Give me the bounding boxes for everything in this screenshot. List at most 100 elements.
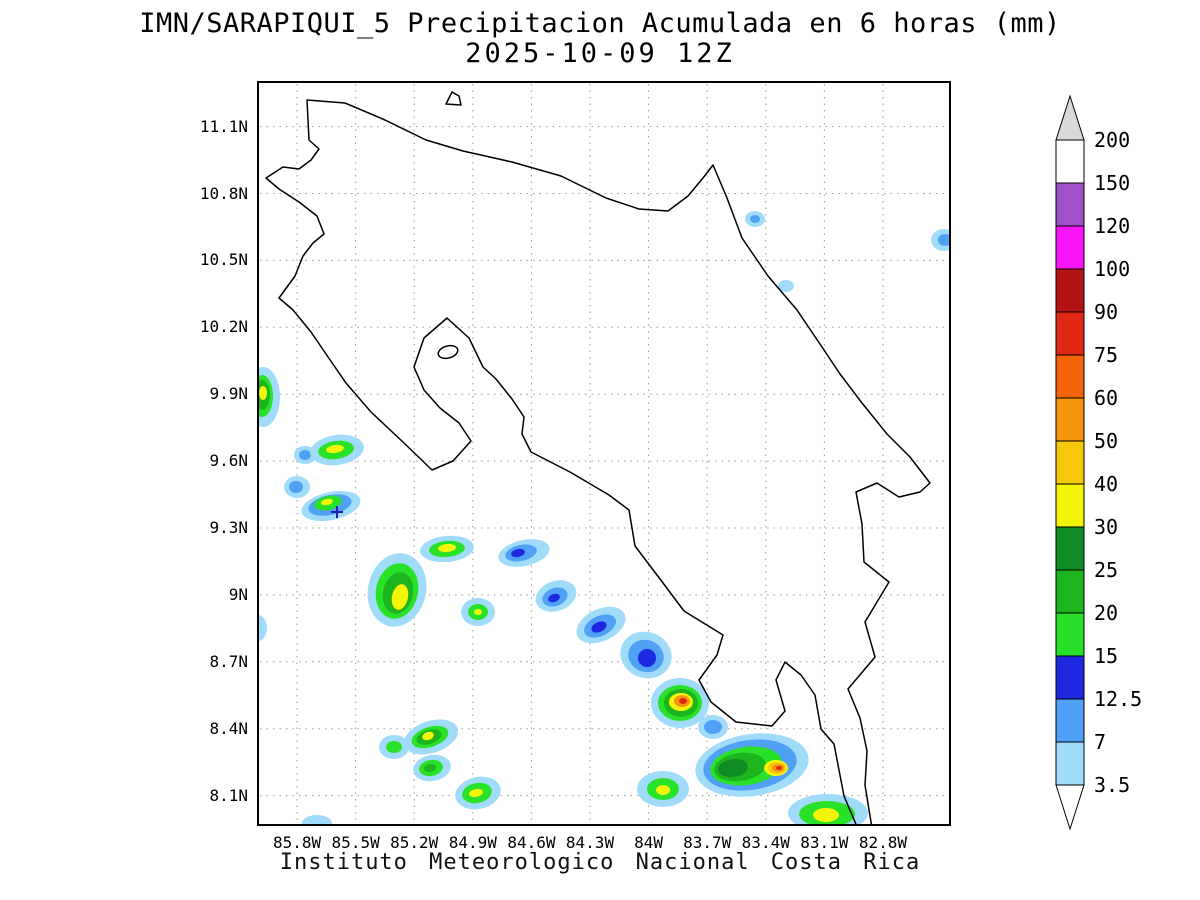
precip-contour-30: [259, 386, 267, 400]
precip-contour-20: [424, 763, 436, 773]
map-frame: [257, 81, 951, 826]
station-marker-cross: [331, 506, 343, 518]
colorbar-segment: [1055, 311, 1085, 356]
lat-tick-label: 8.7N: [209, 651, 248, 671]
attribution-footer: Instituto Meteorologico Nacional Costa R…: [279, 850, 921, 875]
colorbar-segment: [1055, 569, 1085, 614]
map-subtitle: 2025-10-09 12Z: [465, 38, 735, 69]
precip-contour-75: [776, 766, 782, 770]
precip-contour-75: [679, 698, 687, 704]
lon-tick-label: 85.5W: [331, 833, 380, 852]
precip-contour-15: [386, 741, 402, 753]
colorbar-label: 150: [1094, 171, 1131, 195]
precip-contour-30: [326, 444, 344, 454]
precip-cell: [259, 615, 267, 641]
precip-contour-12.5: [591, 621, 607, 633]
lon-tick-label: 84.9W: [448, 833, 497, 852]
lon-tick-label: 84.6W: [507, 833, 556, 852]
colorbar: [1055, 94, 1085, 831]
colorbar-segment: [1055, 655, 1085, 700]
precip-cell: [695, 733, 809, 797]
colorbar-above-arrow: [1055, 94, 1085, 141]
lat-tick-label: 9N: [228, 584, 248, 604]
lon-tick-label: 83.7W: [683, 833, 732, 852]
colorbar-segment: [1055, 526, 1085, 571]
costa-rica-coastline: [265, 99, 931, 824]
lon-tick-label: 85.8W: [272, 833, 322, 852]
colorbar-segment: [1055, 483, 1085, 528]
precip-contour-30: [422, 731, 434, 741]
precip-contour-7: [750, 215, 760, 223]
colorbar-segment: [1055, 397, 1085, 442]
precip-contour-12.5: [511, 548, 525, 558]
precip-contour-12.5: [548, 593, 560, 603]
lat-tick-label: 9.9N: [209, 384, 248, 404]
lat-tick-label: 9.3N: [209, 518, 248, 537]
precip-cell: [379, 735, 409, 759]
precip-cell: [413, 754, 451, 782]
precip-contour-7: [938, 234, 949, 246]
colorbar-label: 20: [1094, 601, 1119, 625]
colorbar-segment: [1055, 354, 1085, 399]
lat-tick-label: 10.5N: [199, 250, 248, 270]
precip-contour-30: [438, 543, 456, 553]
precip-contour-3.5: [302, 815, 332, 824]
precip-cell: [535, 580, 577, 612]
precip-cell: [620, 631, 672, 679]
colorbar-label: 100: [1094, 257, 1131, 281]
island-outline: [445, 91, 462, 106]
colorbar-label: 200: [1094, 128, 1131, 152]
colorbar-label: 25: [1094, 558, 1119, 582]
colorbar-label: 120: [1094, 214, 1131, 238]
colorbar-label: 3.5: [1094, 773, 1131, 797]
precip-contour-7: [289, 481, 303, 493]
lon-tick-label: 83.1W: [800, 833, 849, 852]
lat-tick-label: 10.2N: [199, 317, 248, 337]
precip-cell: [455, 776, 501, 810]
precip-contour-30: [656, 785, 670, 795]
precip-contour-30: [321, 498, 333, 506]
lon-tick-label: 84.3W: [565, 833, 615, 852]
colorbar-label: 60: [1094, 386, 1119, 410]
map-title: IMN/SARAPIQUI_5 Precipitacion Acumulada …: [139, 8, 1061, 39]
colorbar-label: 12.5: [1094, 687, 1143, 711]
precip-cell: [498, 539, 550, 567]
precip-contour-3.5: [778, 280, 794, 292]
lat-tick-label: 10.8N: [199, 183, 248, 203]
precip-cell: [637, 771, 689, 807]
precip-cell: [310, 434, 364, 466]
precipitation-layer: [259, 211, 949, 824]
precip-contour-12.5: [638, 649, 656, 667]
precip-contour-7: [299, 450, 311, 460]
precip-contour-7: [704, 720, 722, 734]
precip-contour-30: [813, 808, 839, 822]
colorbar-segment: [1055, 182, 1085, 227]
colorbar-below-arrow: [1055, 784, 1085, 831]
colorbar-segment: [1055, 268, 1085, 313]
precip-cell: [745, 211, 765, 227]
coastline-layer: [265, 91, 931, 824]
colorbar-label: 7: [1094, 730, 1107, 754]
lat-tick-label: 8.1N: [209, 785, 248, 805]
colorbar-label: 50: [1094, 429, 1119, 453]
colorbar-segment: [1055, 698, 1085, 743]
precip-cell: [420, 535, 474, 563]
colorbar-segment: [1055, 440, 1085, 485]
colorbar-label: 15: [1094, 644, 1119, 668]
lat-tick-label: 8.4N: [209, 718, 248, 738]
lat-tick-label: 11.1N: [199, 116, 248, 136]
precip-cell: [461, 598, 495, 626]
precip-contour-30: [391, 584, 409, 610]
colorbar-label: 75: [1094, 343, 1119, 367]
precip-cell: [651, 678, 709, 728]
precip-cell: [259, 367, 280, 427]
precip-contour-25: [718, 758, 748, 778]
precip-cell: [931, 229, 949, 251]
precip-cell: [788, 794, 868, 824]
lon-tick-label: 82.8W: [858, 833, 908, 852]
lon-tick-label: 85.2W: [390, 833, 439, 852]
lon-tick-label: 83.4W: [741, 833, 790, 852]
colorbar-segment: [1055, 612, 1085, 657]
